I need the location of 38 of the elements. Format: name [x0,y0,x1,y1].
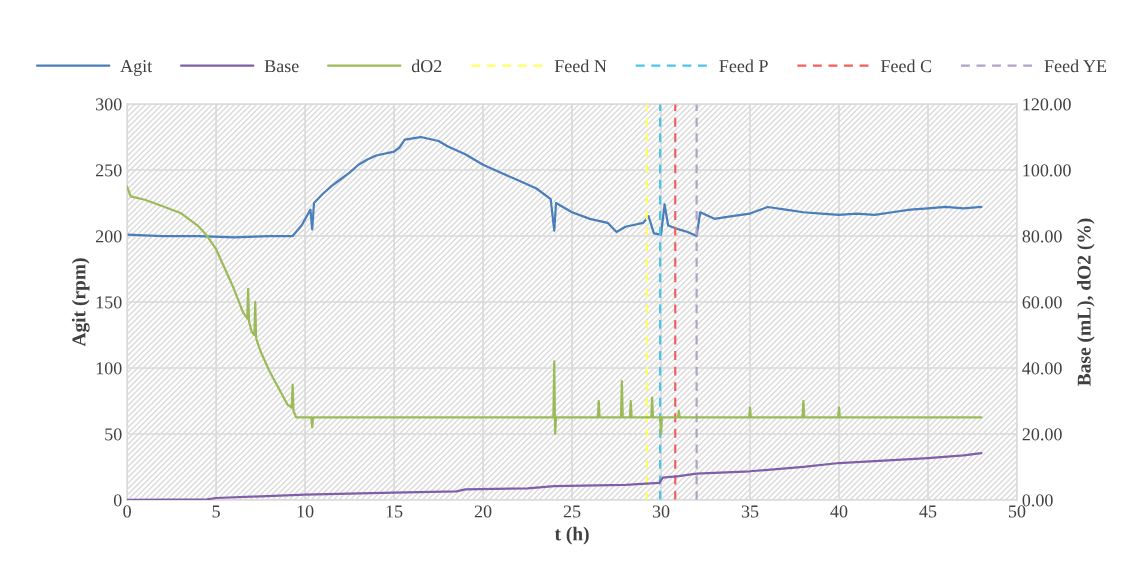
legend-label: Base [264,60,299,73]
legend-label: Feed YE [1044,59,1107,73]
y2-tick-label: 20.00 [1022,428,1062,441]
x-tick-label: 5 [212,505,220,518]
legend-label: Feed C [880,59,932,73]
line-series [127,452,983,500]
x-tick-label: 25 [563,505,581,518]
y2-axis-title: Base (mL), dO2 (%) [1077,218,1095,386]
line-series [127,135,983,239]
y2-tick-label: 120.00 [1023,98,1071,111]
x-tick-label: 30 [652,505,670,518]
legend-label: Feed N [554,59,607,73]
x-tick-label: 10 [297,505,314,518]
y-tick-label: 50 [105,428,122,441]
y-tick-label: 300 [96,98,122,111]
line-series [127,185,983,436]
y2-tick-label: 40.00 [1022,362,1062,375]
x-tick-label: 15 [386,505,403,518]
x-tick-label: 35 [741,505,759,518]
y-tick-label: 250 [95,164,122,177]
y2-tick-label: 60.00 [1022,296,1062,309]
y-tick-label: 200 [95,230,122,243]
legend-label: Agit [120,60,153,76]
y-axis-title: Agit (rpm) [71,258,90,347]
legend-label: dO2 [411,59,442,73]
y2-tick-label: 80.00 [1022,230,1062,243]
x-tick-label: 0 [123,505,131,518]
x-tick-label: 20 [474,505,492,518]
legend-label: Feed P [719,59,768,73]
y-tick-label: 100 [96,362,122,375]
y2-tick-label: 100.00 [1023,164,1071,177]
y-tick-label: 150 [96,296,122,309]
y2-tick-label: 0.00 [1022,494,1053,507]
x-axis-title: t (h) [554,526,589,545]
x-tick-label: 45 [919,505,937,518]
x-tick-label: 50 [1008,505,1026,518]
y-tick-label: 0 [113,494,122,507]
x-tick-label: 40 [830,505,848,518]
